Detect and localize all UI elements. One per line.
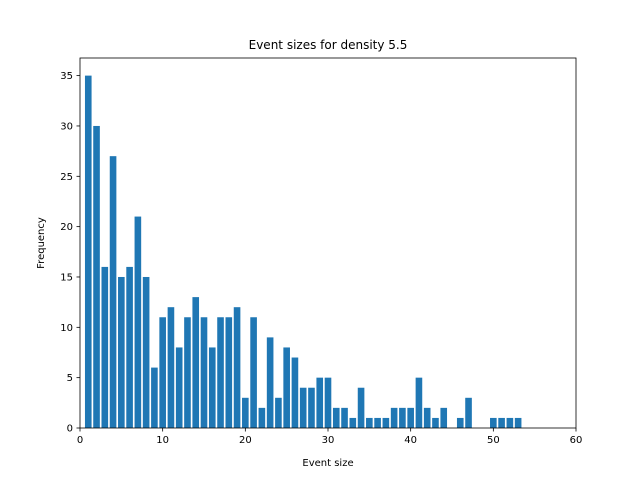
- bar-7: [134, 216, 142, 428]
- bar-26: [291, 357, 299, 428]
- bar-13: [184, 317, 191, 428]
- bar-20: [242, 397, 249, 428]
- bar-1: [84, 75, 92, 428]
- bar-35: [366, 417, 373, 428]
- x-tick-label: 50: [487, 435, 500, 446]
- x-tick-label: 30: [322, 435, 335, 446]
- bar-32: [341, 407, 348, 428]
- bar-2: [93, 125, 100, 429]
- bar-6: [126, 266, 133, 428]
- y-tick-label: 0: [67, 424, 73, 435]
- bar-30: [324, 377, 332, 428]
- bar-28: [308, 387, 315, 428]
- x-tick-label: 10: [156, 435, 169, 446]
- bar-34: [357, 387, 365, 428]
- x-tick-label: 20: [239, 435, 252, 446]
- bar-14: [192, 297, 200, 428]
- bar-38: [390, 407, 398, 428]
- y-axis-ticks: 0 5 10 15 20 25 30 35: [60, 71, 80, 435]
- bar-11: [167, 307, 175, 428]
- x-axis-ticks: 0 10 20 30 40 50 60: [77, 428, 583, 446]
- bar-21: [250, 317, 257, 428]
- bar-22: [258, 407, 266, 428]
- bar-27: [299, 387, 307, 428]
- x-axis-label: Event size: [302, 458, 353, 469]
- y-tick-label: 20: [60, 222, 73, 233]
- bar-50: [490, 417, 497, 428]
- bar-53: [514, 417, 522, 428]
- bar-33: [349, 417, 357, 428]
- chart-title: Event sizes for density 5.5: [249, 38, 408, 52]
- bar-47: [465, 397, 472, 428]
- bar-15: [200, 317, 208, 428]
- bars-group: [84, 75, 522, 429]
- bar-44: [440, 407, 448, 428]
- bar-29: [316, 377, 324, 428]
- y-tick-label: 15: [60, 272, 73, 283]
- bar-42: [423, 407, 431, 428]
- y-tick-label: 25: [60, 172, 73, 183]
- x-tick-label: 0: [77, 435, 83, 446]
- bar-46: [456, 417, 464, 428]
- bar-17: [217, 317, 224, 428]
- bar-8: [142, 276, 150, 428]
- bar-10: [159, 317, 166, 428]
- y-tick-label: 5: [67, 373, 73, 384]
- bar-39: [399, 407, 406, 428]
- bar-12: [175, 347, 183, 428]
- bar-18: [225, 317, 233, 428]
- bar-41: [415, 377, 423, 428]
- bar-24: [275, 397, 282, 428]
- bar-23: [266, 337, 274, 428]
- bar-5: [118, 276, 125, 428]
- x-tick-label: 40: [404, 435, 417, 446]
- bar-37: [382, 417, 390, 428]
- y-axis-label: Frequency: [36, 217, 47, 269]
- y-tick-label: 10: [60, 323, 73, 334]
- bar-3: [101, 266, 109, 428]
- bar-36: [374, 417, 381, 428]
- bar-19: [233, 307, 241, 428]
- bar-25: [283, 347, 290, 428]
- bar-31: [332, 407, 340, 428]
- bar-4: [109, 156, 117, 428]
- bar-9: [151, 367, 158, 428]
- bar-52: [506, 417, 514, 428]
- bar-40: [407, 407, 414, 428]
- bar-43: [432, 417, 439, 428]
- x-tick-label: 60: [570, 435, 583, 446]
- y-tick-label: 35: [60, 71, 73, 82]
- bar-16: [208, 347, 216, 428]
- bar-51: [498, 417, 505, 428]
- y-tick-label: 30: [60, 121, 73, 132]
